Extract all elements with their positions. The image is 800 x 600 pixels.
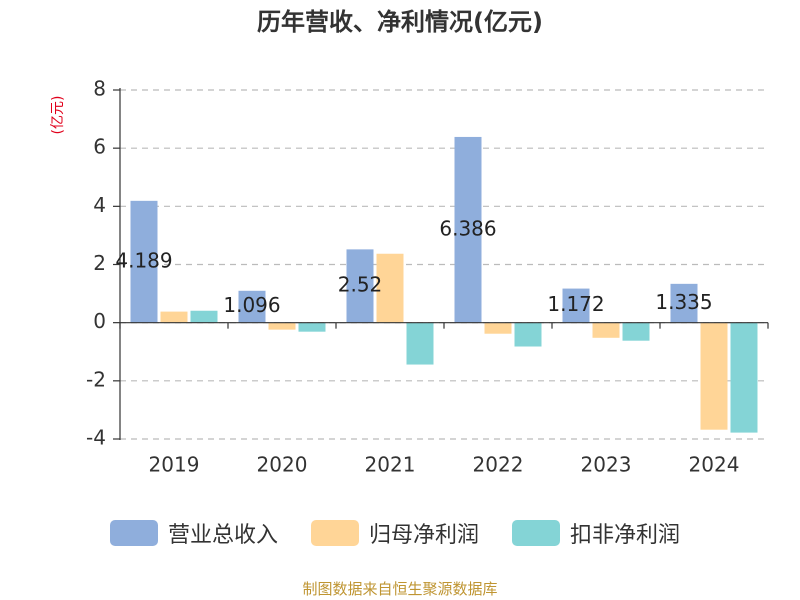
- data-label: 2.52: [338, 273, 383, 297]
- bar-2: [700, 322, 728, 430]
- y-tick-label: -2: [86, 367, 106, 391]
- x-tick-label: 2022: [473, 453, 524, 477]
- source-footer: 制图数据来自恒生聚源数据库: [302, 580, 498, 598]
- x-axis: 2019 2020 2021 2022 2023 2024: [119, 322, 769, 477]
- chart-title: 历年营收、净利情况(亿元): [257, 8, 543, 36]
- legend-label: 营业总收入: [168, 523, 279, 548]
- legend-label: 归母净利润: [369, 523, 480, 548]
- bar-3: [730, 322, 758, 433]
- bar-1: [670, 283, 698, 323]
- bars: [130, 136, 758, 433]
- data-labels: 4.189 1.096 2.52 6.386 1.172 1.335: [115, 216, 712, 317]
- x-tick-label: 2023: [581, 453, 632, 477]
- data-label: 1.096: [223, 293, 280, 317]
- bar-3: [190, 310, 218, 323]
- y-tick-label: 6: [93, 135, 106, 159]
- y-axis-label: (亿元): [50, 95, 66, 135]
- bar-1: [346, 249, 374, 323]
- y-tick-label: 2: [93, 251, 106, 275]
- x-tick-label: 2021: [365, 453, 416, 477]
- legend-swatch-revenue: [110, 520, 158, 546]
- data-label: 1.172: [547, 292, 604, 316]
- legend-swatch-deducted-net-profit: [512, 520, 560, 546]
- bar-1: [130, 200, 158, 323]
- x-tick-label: 2020: [257, 453, 308, 477]
- data-label: 6.386: [439, 216, 496, 240]
- legend: 营业总收入 归母净利润 扣非净利润: [110, 519, 713, 548]
- bar-1: [562, 288, 590, 323]
- y-axis: -4 -2 0 2 4 6 8: [86, 77, 121, 450]
- legend-item-deducted-net-profit[interactable]: 扣非净利润: [512, 519, 713, 548]
- y-tick-label: 4: [93, 193, 106, 217]
- y-tick-label: 0: [93, 309, 106, 333]
- x-tick-label: 2024: [689, 453, 740, 477]
- bar-2: [484, 322, 512, 334]
- data-label: 4.189: [115, 248, 172, 272]
- bar-3: [622, 322, 650, 341]
- y-tick-label: -4: [86, 426, 106, 450]
- bar-1: [454, 136, 482, 323]
- legend-item-net-profit[interactable]: 归母净利润: [311, 519, 512, 548]
- data-label: 1.335: [655, 290, 712, 314]
- legend-label: 扣非净利润: [570, 523, 681, 548]
- bar-3: [514, 322, 542, 347]
- bar-2: [376, 253, 404, 323]
- bar-3: [406, 322, 434, 365]
- y-tick-label: 8: [93, 77, 106, 101]
- bar-3: [298, 322, 326, 332]
- bar-2: [592, 322, 620, 338]
- x-tick-label: 2019: [149, 453, 200, 477]
- bar-1: [238, 290, 266, 323]
- bar-2: [268, 322, 296, 330]
- legend-swatch-net-profit: [311, 520, 359, 546]
- gridlines: [120, 89, 768, 440]
- legend-item-revenue[interactable]: 营业总收入: [110, 519, 311, 548]
- bar-2: [160, 311, 188, 323]
